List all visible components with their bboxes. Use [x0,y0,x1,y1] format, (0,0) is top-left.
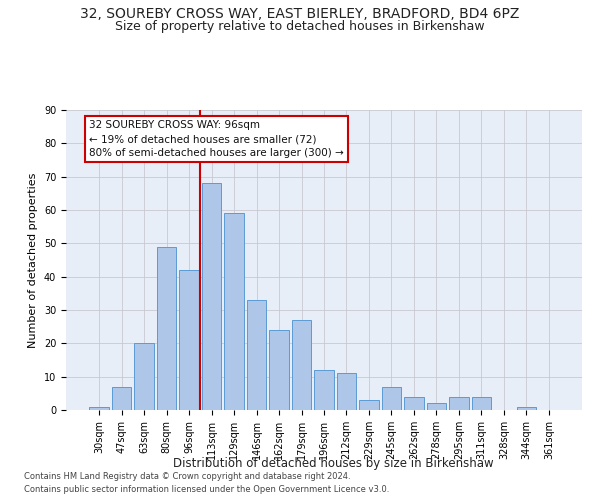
Bar [247,300,266,410]
Bar [89,406,109,410]
Bar [134,344,154,410]
Bar [517,406,536,410]
Text: Contains public sector information licensed under the Open Government Licence v3: Contains public sector information licen… [24,485,389,494]
Bar [224,214,244,410]
Bar [179,270,199,410]
Bar [337,374,356,410]
Bar [449,396,469,410]
Text: 32 SOUREBY CROSS WAY: 96sqm
← 19% of detached houses are smaller (72)
80% of sem: 32 SOUREBY CROSS WAY: 96sqm ← 19% of det… [89,120,344,158]
Bar [292,320,311,410]
Bar [472,396,491,410]
Text: 32, SOUREBY CROSS WAY, EAST BIERLEY, BRADFORD, BD4 6PZ: 32, SOUREBY CROSS WAY, EAST BIERLEY, BRA… [80,8,520,22]
Text: Size of property relative to detached houses in Birkenshaw: Size of property relative to detached ho… [115,20,485,33]
Bar [382,386,401,410]
Bar [202,184,221,410]
Bar [269,330,289,410]
Bar [427,404,446,410]
Text: Contains HM Land Registry data © Crown copyright and database right 2024.: Contains HM Land Registry data © Crown c… [24,472,350,481]
Bar [157,246,176,410]
Bar [112,386,131,410]
Y-axis label: Number of detached properties: Number of detached properties [28,172,38,348]
Text: Distribution of detached houses by size in Birkenshaw: Distribution of detached houses by size … [173,458,493,470]
Bar [359,400,379,410]
Bar [404,396,424,410]
Bar [314,370,334,410]
